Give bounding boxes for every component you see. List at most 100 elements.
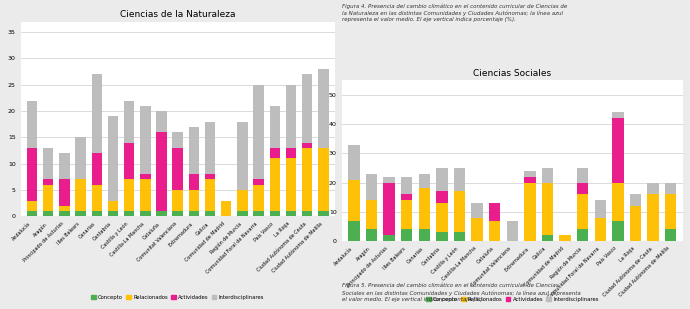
Bar <box>348 145 359 180</box>
Bar <box>172 132 183 148</box>
Bar <box>612 112 624 118</box>
Bar <box>75 180 86 211</box>
Bar <box>221 201 231 216</box>
Bar <box>454 191 465 232</box>
Bar <box>140 174 150 180</box>
Bar <box>577 194 589 229</box>
Bar <box>419 188 430 229</box>
Text: Figura 4. Presencia del cambio climático en el contenido curricular de Ciencias : Figura 4. Presencia del cambio climático… <box>342 3 566 23</box>
Bar <box>237 122 248 190</box>
Bar <box>348 180 359 221</box>
Bar <box>489 203 500 221</box>
Bar <box>124 180 135 211</box>
Bar <box>92 185 102 211</box>
Bar <box>524 183 535 241</box>
Bar <box>75 211 86 216</box>
Bar <box>302 74 313 143</box>
Bar <box>630 206 641 241</box>
Bar <box>92 74 102 153</box>
Bar <box>577 168 589 183</box>
Bar <box>140 106 150 174</box>
Bar <box>92 153 102 185</box>
Bar <box>630 194 641 206</box>
Bar <box>577 183 589 194</box>
Bar <box>318 69 328 148</box>
Bar <box>419 229 430 241</box>
Bar <box>436 168 448 191</box>
Bar <box>595 200 606 218</box>
Bar <box>237 190 248 211</box>
Bar <box>665 194 676 229</box>
Bar <box>188 174 199 190</box>
Bar <box>237 211 248 216</box>
Bar <box>524 171 535 177</box>
Legend: Concepto, Relacionados, Actividades, Interdisciplinares: Concepto, Relacionados, Actividades, Int… <box>424 295 601 304</box>
Bar <box>302 143 313 148</box>
Bar <box>205 174 215 180</box>
Bar <box>612 118 624 183</box>
Bar <box>124 100 135 143</box>
Bar <box>270 159 280 211</box>
Bar <box>140 180 150 211</box>
Bar <box>542 183 553 235</box>
Bar <box>108 201 118 211</box>
Bar <box>401 229 413 241</box>
Bar <box>286 211 296 216</box>
Bar <box>188 211 199 216</box>
Bar <box>419 174 430 188</box>
Bar <box>665 229 676 241</box>
Bar <box>59 180 70 206</box>
Bar <box>436 191 448 203</box>
Bar <box>560 235 571 241</box>
Bar <box>205 180 215 211</box>
Bar <box>348 221 359 241</box>
Bar <box>43 148 53 180</box>
Text: Figura 5. Presencia del cambio climático en el contenido curricular de Ciencias
: Figura 5. Presencia del cambio climático… <box>342 283 580 302</box>
Bar <box>595 218 606 241</box>
Bar <box>401 177 413 194</box>
Bar <box>318 211 328 216</box>
Bar <box>59 211 70 216</box>
Bar <box>92 211 102 216</box>
Bar <box>172 211 183 216</box>
Bar <box>270 106 280 148</box>
Bar <box>188 190 199 211</box>
Bar <box>401 200 413 229</box>
Bar <box>75 138 86 180</box>
Bar <box>253 185 264 211</box>
Bar <box>647 183 659 194</box>
Bar <box>489 221 500 241</box>
Title: Ciencias de la Naturaleza: Ciencias de la Naturaleza <box>120 11 235 19</box>
Bar <box>286 85 296 148</box>
Bar <box>156 111 167 132</box>
Bar <box>401 194 413 200</box>
Bar <box>27 148 37 201</box>
Bar <box>647 194 659 241</box>
Bar <box>665 183 676 194</box>
Bar <box>205 211 215 216</box>
Bar <box>366 200 377 229</box>
Bar <box>577 229 589 241</box>
Bar <box>436 232 448 241</box>
Bar <box>156 211 167 216</box>
Bar <box>471 203 483 218</box>
Bar <box>318 148 328 211</box>
Bar <box>205 122 215 174</box>
Bar <box>612 221 624 241</box>
Bar <box>366 174 377 200</box>
Bar <box>302 148 313 211</box>
Bar <box>366 229 377 241</box>
Bar <box>286 159 296 211</box>
Bar <box>454 232 465 241</box>
Bar <box>471 218 483 241</box>
Bar <box>253 180 264 185</box>
Bar <box>524 177 535 183</box>
Bar <box>172 148 183 190</box>
Bar <box>140 211 150 216</box>
Bar <box>43 180 53 185</box>
Bar <box>188 127 199 174</box>
Bar <box>156 132 167 211</box>
Bar <box>59 206 70 211</box>
Bar <box>27 201 37 211</box>
Bar <box>172 190 183 211</box>
